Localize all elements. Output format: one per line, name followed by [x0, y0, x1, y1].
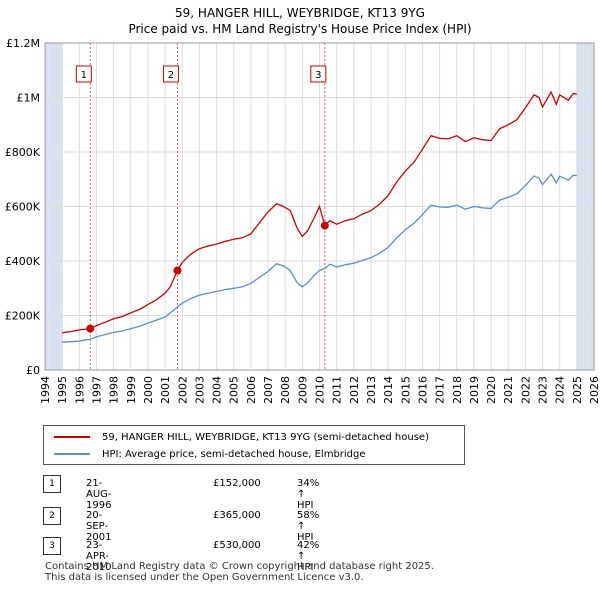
x-tick-label: 2021 — [502, 376, 515, 404]
x-tick-label: 2011 — [331, 376, 344, 404]
y-tick-label: £400K — [5, 255, 41, 268]
transaction-price: £152,000 — [213, 478, 261, 489]
series-line — [62, 90, 577, 334]
sale-label: 2 — [168, 70, 174, 81]
x-tick-label: 2024 — [554, 376, 567, 404]
sale-point — [173, 266, 182, 275]
x-tick-label: 2016 — [416, 376, 429, 404]
transaction-number: 2 — [43, 507, 61, 525]
y-tick-label: £0 — [26, 364, 40, 377]
transaction-number: 1 — [43, 475, 61, 493]
transaction-date: 20-SEP-2001 — [86, 510, 112, 543]
x-tick-label: 2012 — [348, 376, 361, 404]
y-tick-label: £1.2M — [6, 37, 40, 50]
series-line — [62, 173, 577, 343]
x-tick-label: 2018 — [451, 376, 464, 404]
x-tick-label: 2014 — [382, 376, 395, 404]
x-tick-label: 2002 — [176, 376, 189, 404]
legend-label-property: 59, HANGER HILL, WEYBRIDGE, KT13 9YG (se… — [102, 431, 429, 443]
x-tick-label: 2020 — [485, 376, 498, 404]
legend-swatch-hpi — [54, 453, 90, 455]
x-tick-label: 1995 — [56, 376, 69, 404]
x-tick-label: 2001 — [159, 376, 172, 404]
x-tick-label: 2005 — [228, 376, 241, 404]
sale-label: 1 — [81, 70, 87, 81]
legend-label-hpi: HPI: Average price, semi-detached house,… — [102, 448, 366, 460]
x-tick-label: 1996 — [73, 376, 86, 404]
legend-item-hpi: HPI: Average price, semi-detached house,… — [54, 446, 366, 462]
x-tick-label: 1999 — [125, 376, 138, 404]
x-tick-label: 2006 — [245, 376, 258, 404]
x-tick-label: 2022 — [519, 376, 532, 404]
x-tick-label: 2023 — [537, 376, 550, 404]
price-chart: £0 £200K £400K £600K £800K £1M £1.2M 1994 1995 19… — [5, 37, 600, 404]
y-tick-label: £200K — [5, 310, 41, 323]
footer-copyright: Contains HM Land Registry data © Crown c… — [45, 561, 434, 572]
x-tick-label: 2026 — [588, 376, 600, 404]
x-tick-label: 2017 — [434, 376, 447, 404]
sale-label-box — [310, 65, 327, 83]
x-tick-label: 2004 — [211, 376, 224, 404]
plot-frame — [44, 42, 595, 371]
x-tick-label: 2003 — [193, 376, 206, 404]
y-tick-label: £600K — [5, 201, 41, 214]
x-tick-label: 2000 — [142, 376, 155, 404]
x-tick-label: 1997 — [90, 376, 103, 404]
transaction-number: 3 — [43, 537, 61, 555]
x-tick-label: 2013 — [365, 376, 378, 404]
x-tick-label: 2025 — [571, 376, 584, 404]
legend: 59, HANGER HILL, WEYBRIDGE, KT13 9YG (se… — [43, 425, 465, 465]
x-tick-label: 2009 — [296, 376, 309, 404]
transaction-hpi: 42% ↑ HPI — [297, 540, 320, 573]
y-tick-label: £1M — [17, 92, 41, 105]
sale-label-box — [75, 65, 92, 83]
x-tick-label: 2007 — [262, 376, 275, 404]
sale-label: 3 — [315, 70, 321, 81]
transaction-price: £365,000 — [213, 510, 261, 521]
transaction-date: 23-APR-2010 — [86, 540, 112, 573]
x-tick-label: 2010 — [314, 376, 327, 404]
sale-point — [320, 221, 329, 230]
transaction-price: £530,000 — [213, 540, 261, 551]
chart-subtitle: Price paid vs. HM Land Registry's House … — [128, 22, 472, 36]
sale-point — [86, 324, 95, 333]
x-tick-label: 1994 — [39, 376, 52, 404]
footer-licence: This data is licensed under the Open Gov… — [45, 572, 364, 583]
x-tick-label: 2015 — [399, 376, 412, 404]
transaction-hpi: 58% ↑ HPI — [297, 510, 320, 543]
x-tick-label: 1998 — [108, 376, 121, 404]
footer: Contains HM Land Registry data © Crown c… — [45, 561, 434, 583]
x-tick-label: 2019 — [468, 376, 481, 404]
x-tick-label: 2008 — [279, 376, 292, 404]
transaction-hpi: 34% ↑ HPI — [297, 478, 320, 511]
legend-swatch-property — [54, 436, 90, 438]
sale-label-box — [162, 65, 179, 83]
legend-item-property: 59, HANGER HILL, WEYBRIDGE, KT13 9YG (se… — [54, 429, 429, 445]
y-tick-label: £800K — [5, 146, 41, 159]
chart-title: 59, HANGER HILL, WEYBRIDGE, KT13 9YG — [175, 6, 425, 20]
transaction-date: 21-AUG-1996 — [86, 478, 112, 511]
